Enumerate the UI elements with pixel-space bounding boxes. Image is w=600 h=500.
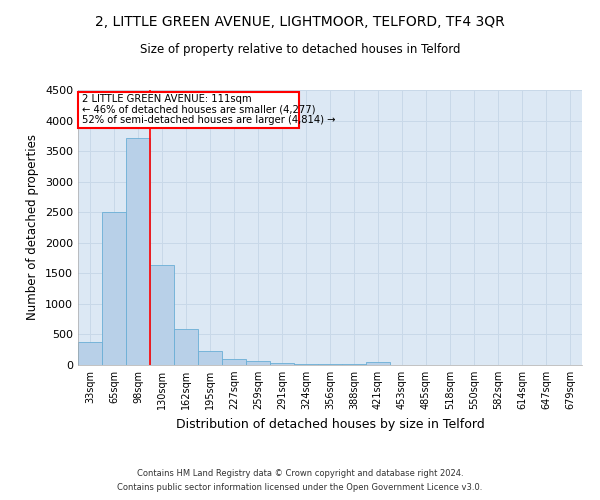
Text: Contains public sector information licensed under the Open Government Licence v3: Contains public sector information licen… xyxy=(118,484,482,492)
Bar xyxy=(270,363,294,365)
Bar xyxy=(198,351,222,365)
Text: Size of property relative to detached houses in Telford: Size of property relative to detached ho… xyxy=(140,42,460,56)
Bar xyxy=(294,364,318,365)
Text: 52% of semi-detached houses are larger (4,814) →: 52% of semi-detached houses are larger (… xyxy=(82,115,335,125)
Text: ← 46% of detached houses are smaller (4,277): ← 46% of detached houses are smaller (4,… xyxy=(82,104,315,114)
Text: 2, LITTLE GREEN AVENUE, LIGHTMOOR, TELFORD, TF4 3QR: 2, LITTLE GREEN AVENUE, LIGHTMOOR, TELFO… xyxy=(95,15,505,29)
Text: Contains HM Land Registry data © Crown copyright and database right 2024.: Contains HM Land Registry data © Crown c… xyxy=(137,468,463,477)
Bar xyxy=(174,329,198,365)
Y-axis label: Number of detached properties: Number of detached properties xyxy=(26,134,40,320)
Bar xyxy=(126,138,150,365)
Bar xyxy=(150,266,174,365)
Bar xyxy=(222,359,246,365)
Text: 2 LITTLE GREEN AVENUE: 111sqm: 2 LITTLE GREEN AVENUE: 111sqm xyxy=(82,94,251,104)
Bar xyxy=(318,364,342,365)
FancyBboxPatch shape xyxy=(78,92,299,128)
X-axis label: Distribution of detached houses by size in Telford: Distribution of detached houses by size … xyxy=(176,418,484,430)
Bar xyxy=(102,212,126,365)
Bar xyxy=(246,362,270,365)
Bar xyxy=(342,364,366,365)
Bar xyxy=(78,342,102,365)
Bar xyxy=(366,362,390,365)
